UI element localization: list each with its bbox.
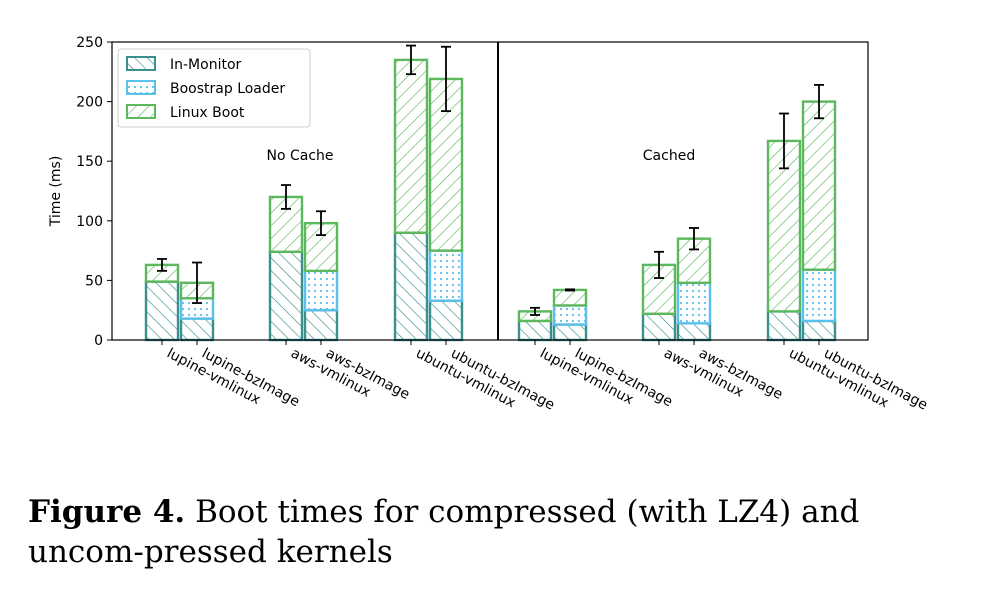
bar-linux-boot-ubuntu-vmlinux-nocache xyxy=(393,58,429,234)
legend-swatch-in-monitor xyxy=(126,56,156,71)
bar-in-monitor-aws-vmlinux-nocache xyxy=(268,250,304,342)
legend-label-in-monitor: In-Monitor xyxy=(170,57,242,73)
bar-linux-boot-ubuntu-vmlinux-cached xyxy=(766,139,802,313)
legend-label-bootstrap-loader: Boostrap Loader xyxy=(170,81,285,97)
bar-in-monitor-lupine-bzImage-cached xyxy=(552,323,588,342)
y-tick-label: 100 xyxy=(76,214,103,230)
annotations: No Cache Cached xyxy=(266,148,695,164)
legend: In-Monitor Boostrap Loader Linux Boot xyxy=(117,48,311,128)
figure-caption: Figure 4. Boot times for compressed (wit… xyxy=(28,492,978,572)
legend-box xyxy=(117,48,311,128)
y-tick-label: 150 xyxy=(76,154,103,170)
bar-bootstrap-loader-aws-bzImage-cached xyxy=(676,281,712,325)
bar-in-monitor-aws-bzImage-nocache xyxy=(303,309,339,342)
bar-in-monitor-lupine-vmlinux-cached xyxy=(517,319,553,342)
bar-in-monitor-lupine-bzImage-nocache xyxy=(179,317,215,342)
legend-swatch-bootstrap-loader xyxy=(126,80,156,95)
bar-in-monitor-ubuntu-bzImage-nocache xyxy=(428,299,464,342)
y-axis-label: Time (ms) xyxy=(48,156,64,228)
bar-linux-boot-aws-bzImage-cached xyxy=(676,237,712,284)
y-tick-label: 200 xyxy=(76,95,103,111)
axes-frame xyxy=(111,41,869,341)
bar-bootstrap-loader-aws-bzImage-nocache xyxy=(303,269,339,312)
group-label-cached: Cached xyxy=(643,148,695,164)
legend-label-linux-boot: Linux Boot xyxy=(170,105,245,121)
bar-in-monitor-ubuntu-vmlinux-nocache xyxy=(393,231,429,342)
bar-in-monitor-lupine-vmlinux-nocache xyxy=(144,280,180,342)
bar-in-monitor-aws-vmlinux-cached xyxy=(641,312,677,342)
bar-bootstrap-loader-lupine-bzImage-cached xyxy=(552,304,588,326)
y-tick-label: 50 xyxy=(85,273,103,289)
caption-text: Boot times for compressed (with LZ4) and… xyxy=(28,494,860,570)
bar-bootstrap-loader-ubuntu-bzImage-cached xyxy=(801,268,837,323)
bar-in-monitor-ubuntu-bzImage-cached xyxy=(801,319,837,342)
bar-bootstrap-loader-ubuntu-bzImage-nocache xyxy=(428,249,464,302)
bar-in-monitor-ubuntu-vmlinux-cached xyxy=(766,310,802,342)
legend-swatch-linux-boot xyxy=(126,104,156,119)
group-label-no-cache: No Cache xyxy=(266,148,333,164)
caption-label: Figure 4. xyxy=(28,494,186,530)
bar-linux-boot-lupine-bzImage-cached xyxy=(552,288,588,307)
y-tick-label: 0 xyxy=(94,333,103,349)
y-tick-label: 250 xyxy=(76,35,103,51)
boot-times-chart: lupine-vmlinuxlupine-bzImageaws-vmlinuxa… xyxy=(48,35,930,414)
bar-linux-boot-ubuntu-bzImage-cached xyxy=(801,100,837,271)
bar-in-monitor-aws-bzImage-cached xyxy=(676,322,712,342)
